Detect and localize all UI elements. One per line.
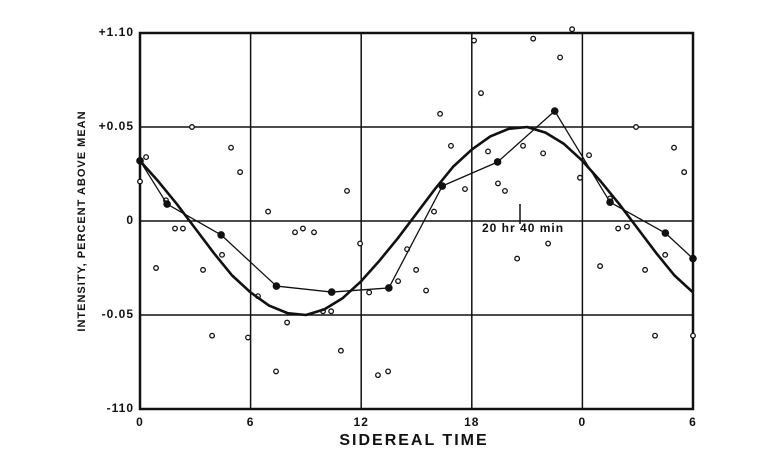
data-point: [633, 124, 639, 130]
data-point: [540, 150, 547, 157]
data-point: [284, 319, 291, 326]
data-point: [228, 144, 235, 151]
line-marker: [493, 158, 502, 166]
data-point: [189, 124, 195, 130]
y-tick-label: +0.05: [99, 119, 134, 133]
data-point: [179, 225, 186, 232]
data-point: [478, 90, 484, 97]
y-tick-label: +1.10: [99, 25, 134, 39]
line-marker: [606, 198, 614, 206]
data-point: [485, 148, 491, 155]
line-marker: [661, 229, 670, 237]
line-marker: [689, 254, 697, 263]
line-marker: [272, 282, 281, 290]
data-point: [586, 152, 592, 159]
data-point: [311, 229, 317, 236]
data-point: [502, 187, 508, 194]
data-point: [642, 266, 649, 273]
data-point: [344, 187, 350, 194]
x-axis-title: SIDEREAL TIME: [339, 432, 488, 449]
data-point: [337, 347, 344, 354]
data-point: [652, 332, 658, 339]
data-point: [597, 263, 604, 270]
data-point: [495, 180, 501, 187]
y-axis-title: INTENSITY, PERCENT ABOVE MEAN: [76, 110, 88, 331]
y-tick-label: 0: [126, 213, 134, 227]
x-tick-label: 6: [689, 415, 697, 429]
data-point: [514, 255, 521, 262]
data-point: [471, 37, 477, 44]
data-point: [137, 178, 143, 185]
data-point: [265, 208, 272, 215]
series-line: [139, 125, 694, 317]
data-point: [366, 289, 373, 296]
y-tick-label: -110: [107, 401, 134, 415]
data-point: [545, 240, 552, 247]
line-marker: [385, 284, 393, 292]
data-point: [357, 240, 364, 247]
x-tick-label: 0: [136, 415, 144, 429]
data-point: [375, 372, 381, 379]
data-point: [143, 154, 150, 161]
data-point: [273, 368, 279, 375]
data-point: [624, 223, 630, 230]
data-point: [448, 142, 454, 149]
data-point: [237, 169, 244, 176]
data-point: [662, 251, 669, 258]
line-marker: [217, 231, 225, 239]
data-point: [569, 26, 576, 33]
data-point: [671, 144, 677, 151]
data-point: [681, 169, 688, 176]
data-point: [615, 225, 622, 232]
data-point: [245, 334, 251, 341]
x-tick-label: 18: [464, 415, 479, 429]
data-point: [209, 332, 216, 339]
data-point: [292, 229, 298, 236]
data-point: [385, 368, 392, 375]
line-marker: [327, 288, 336, 296]
data-point: [557, 54, 564, 61]
series-line: [139, 110, 694, 293]
data-point: [395, 278, 402, 285]
data-point: [153, 265, 159, 271]
data-point: [437, 110, 444, 117]
data-point: [520, 142, 526, 149]
data-point: [219, 251, 225, 258]
x-tick-label: 6: [247, 415, 255, 429]
data-point: [462, 186, 468, 192]
line-marker: [550, 107, 559, 115]
line-marker: [163, 200, 171, 208]
data-point: [328, 308, 335, 315]
data-point: [530, 35, 537, 42]
data-point: [423, 287, 430, 294]
annotation: 20 hr 40 min: [482, 221, 564, 235]
plot-frame: [138, 31, 695, 411]
x-tick-label: 12: [354, 415, 369, 429]
data-point: [172, 225, 178, 232]
data-point: [300, 225, 306, 232]
data-point: [431, 208, 437, 215]
data-point: [200, 266, 206, 273]
x-tick-label: 0: [579, 415, 587, 429]
y-tick-label: -0.05: [102, 307, 134, 321]
data-point: [690, 332, 696, 339]
data-point: [577, 174, 583, 181]
data-point: [413, 266, 420, 273]
